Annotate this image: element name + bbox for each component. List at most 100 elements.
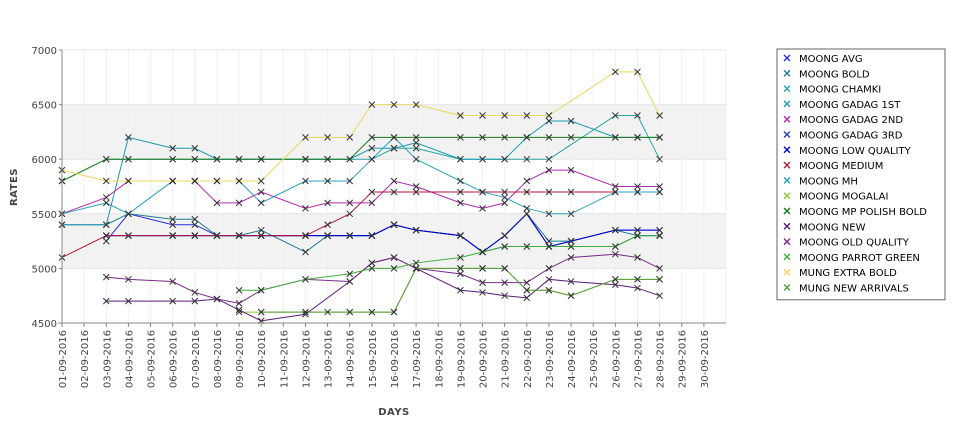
data-point <box>191 232 199 239</box>
legend-item-label: MOONG AVG <box>799 54 863 65</box>
x-tick-label: 19-09-2016 <box>456 330 467 388</box>
legend-item-label: MUNG EXTRA BOLD <box>799 268 897 279</box>
data-point <box>169 215 177 223</box>
data-point <box>169 155 177 163</box>
data-point <box>634 275 641 283</box>
data-point <box>523 204 531 212</box>
data-point <box>634 284 641 292</box>
data-point <box>302 204 309 212</box>
legend-item-label: MOONG MH <box>799 176 858 187</box>
legend-item-label: MOONG MEDIUM <box>799 161 883 172</box>
data-point <box>656 183 663 190</box>
data-point <box>523 177 531 185</box>
y-tick-label: 5000 <box>32 264 57 275</box>
data-point <box>634 188 641 196</box>
data-point <box>501 188 509 196</box>
legend-marker <box>783 238 791 246</box>
series-line <box>239 235 660 291</box>
data-point <box>611 188 619 196</box>
data-point <box>634 68 641 76</box>
data-point <box>523 279 531 286</box>
data-point <box>457 232 464 239</box>
data-point <box>213 199 221 207</box>
data-point <box>501 232 509 239</box>
legend-marker <box>783 268 791 276</box>
legend-marker <box>783 85 791 93</box>
data-point <box>634 226 641 234</box>
legend-marker <box>783 100 791 108</box>
data-point <box>169 221 177 229</box>
data-point <box>523 112 531 119</box>
data-point <box>191 221 199 229</box>
data-point <box>235 286 243 294</box>
data-point <box>501 199 509 207</box>
y-tick-label: 6000 <box>32 155 57 166</box>
data-point <box>125 210 132 218</box>
data-point <box>545 286 553 294</box>
x-tick-label: 15-09-2016 <box>368 330 379 388</box>
data-point <box>501 265 509 272</box>
x-tick-label: 18-09-2016 <box>434 330 445 388</box>
x-tick-label: 09-09-2016 <box>235 330 246 388</box>
legend-item-label: MOONG MP POLISH BOLD <box>799 207 927 218</box>
data-point <box>257 226 265 234</box>
data-point <box>346 155 354 163</box>
legend-marker <box>783 284 791 291</box>
legend: MOONG AVG MOONG BOLD MOONG CHAMKI MOONG GAD… <box>776 48 946 301</box>
legend-item-label: MOONG GADAG 1ST <box>799 100 901 111</box>
x-tick-label: 02-09-2016 <box>80 330 91 388</box>
data-point <box>390 308 398 316</box>
x-tick-label: 23-09-2016 <box>545 330 556 388</box>
data-point <box>545 134 553 141</box>
data-point <box>656 112 663 119</box>
data-point <box>545 237 553 245</box>
legend-item-label: MOONG BOLD <box>799 69 870 80</box>
legend-marker <box>783 161 791 169</box>
data-point <box>567 243 575 250</box>
data-point <box>390 101 398 108</box>
data-point <box>346 270 354 278</box>
legend-marker <box>783 207 791 215</box>
data-point <box>501 112 509 119</box>
data-point <box>390 265 398 272</box>
data-point <box>611 281 619 289</box>
data-point <box>302 232 309 239</box>
x-tick-label: 01-09-2016 <box>58 330 69 388</box>
y-tick-labels: 4500 5000 5500 6000 6500 7000 <box>32 46 62 330</box>
data-point <box>545 117 553 125</box>
data-point <box>656 188 663 196</box>
data-point <box>346 278 354 285</box>
data-point <box>346 210 354 218</box>
y-tick-label: 4500 <box>32 319 57 330</box>
x-tick-label: 16-09-2016 <box>390 330 401 388</box>
x-tick-label: 28-09-2016 <box>656 330 667 388</box>
data-point <box>346 199 354 207</box>
data-point <box>457 155 464 163</box>
data-point <box>102 232 110 239</box>
legend-marker <box>783 253 791 261</box>
data-point <box>501 292 509 300</box>
data-point <box>545 243 553 250</box>
data-point <box>390 188 398 196</box>
data-point <box>302 155 309 163</box>
legend-marker <box>783 131 791 138</box>
x-axis-label: DAYS <box>378 407 410 418</box>
data-point <box>634 112 641 119</box>
legend-marker <box>783 69 791 77</box>
data-point <box>523 294 531 302</box>
legend-item-label: MOONG GADAG 3RD <box>799 131 903 142</box>
data-point <box>235 232 243 239</box>
data-point <box>257 199 265 207</box>
data-point <box>545 112 553 119</box>
data-point <box>457 177 464 185</box>
legend-marker <box>783 115 791 123</box>
x-tick-label: 26-09-2016 <box>611 330 622 388</box>
data-point <box>611 134 619 141</box>
data-point <box>567 188 575 196</box>
x-tick-label: 20-09-2016 <box>479 330 490 388</box>
x-tick-label: 10-09-2016 <box>257 330 268 388</box>
data-point <box>125 275 132 283</box>
data-point <box>479 155 486 163</box>
data-point <box>368 188 376 196</box>
data-point <box>390 221 398 229</box>
